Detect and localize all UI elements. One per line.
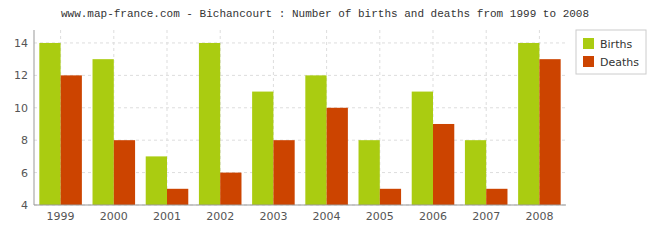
legend-label: Births (600, 38, 632, 51)
legend-swatch (583, 56, 594, 67)
bar (305, 75, 326, 205)
x-tick-label: 2008 (525, 210, 553, 223)
bar (61, 75, 82, 205)
grid-line (34, 205, 566, 206)
legend-box (576, 30, 646, 74)
x-tick-label: 2006 (419, 210, 447, 223)
x-tick-label: 2005 (366, 210, 394, 223)
bar (146, 156, 167, 205)
bar (539, 59, 560, 205)
bar (465, 140, 486, 205)
bars (39, 43, 560, 205)
bar (412, 92, 433, 205)
legend-swatch (583, 38, 594, 49)
title: www.map-france.com - Bichancourt : Numbe… (61, 8, 589, 20)
bar (252, 92, 273, 205)
bar (359, 140, 380, 205)
bar (518, 43, 539, 205)
x-tick-label: 2003 (259, 210, 287, 223)
bar (93, 59, 114, 205)
bar (273, 140, 294, 205)
bar (486, 189, 507, 205)
chart: www.map-france.com - Bichancourt : Numbe… (0, 0, 650, 229)
grid-line (34, 75, 566, 76)
x-tick-label: 2001 (153, 210, 181, 223)
x-tick-label: 2004 (313, 210, 341, 223)
y-tick-label: 12 (14, 69, 28, 82)
x-tick-label: 2007 (472, 210, 500, 223)
bar (199, 43, 220, 205)
legend-label: Deaths (600, 56, 639, 69)
bar (39, 43, 60, 205)
x-tick-label: 1999 (47, 210, 75, 223)
x-axis-line (34, 205, 566, 206)
bar (433, 124, 454, 205)
x-tick-label: 2000 (100, 210, 128, 223)
y-tick-label: 10 (14, 102, 28, 115)
y-tick-label: 6 (21, 167, 28, 180)
y-tick-label: 8 (21, 134, 28, 147)
y-tick-label: 14 (14, 37, 28, 50)
bar (220, 173, 241, 205)
y-axis-line (34, 30, 35, 205)
bar (327, 108, 348, 205)
bar (114, 140, 135, 205)
bar (167, 189, 188, 205)
x-tick-label: 2002 (206, 210, 234, 223)
bar (380, 189, 401, 205)
y-tick-label: 4 (21, 199, 28, 212)
